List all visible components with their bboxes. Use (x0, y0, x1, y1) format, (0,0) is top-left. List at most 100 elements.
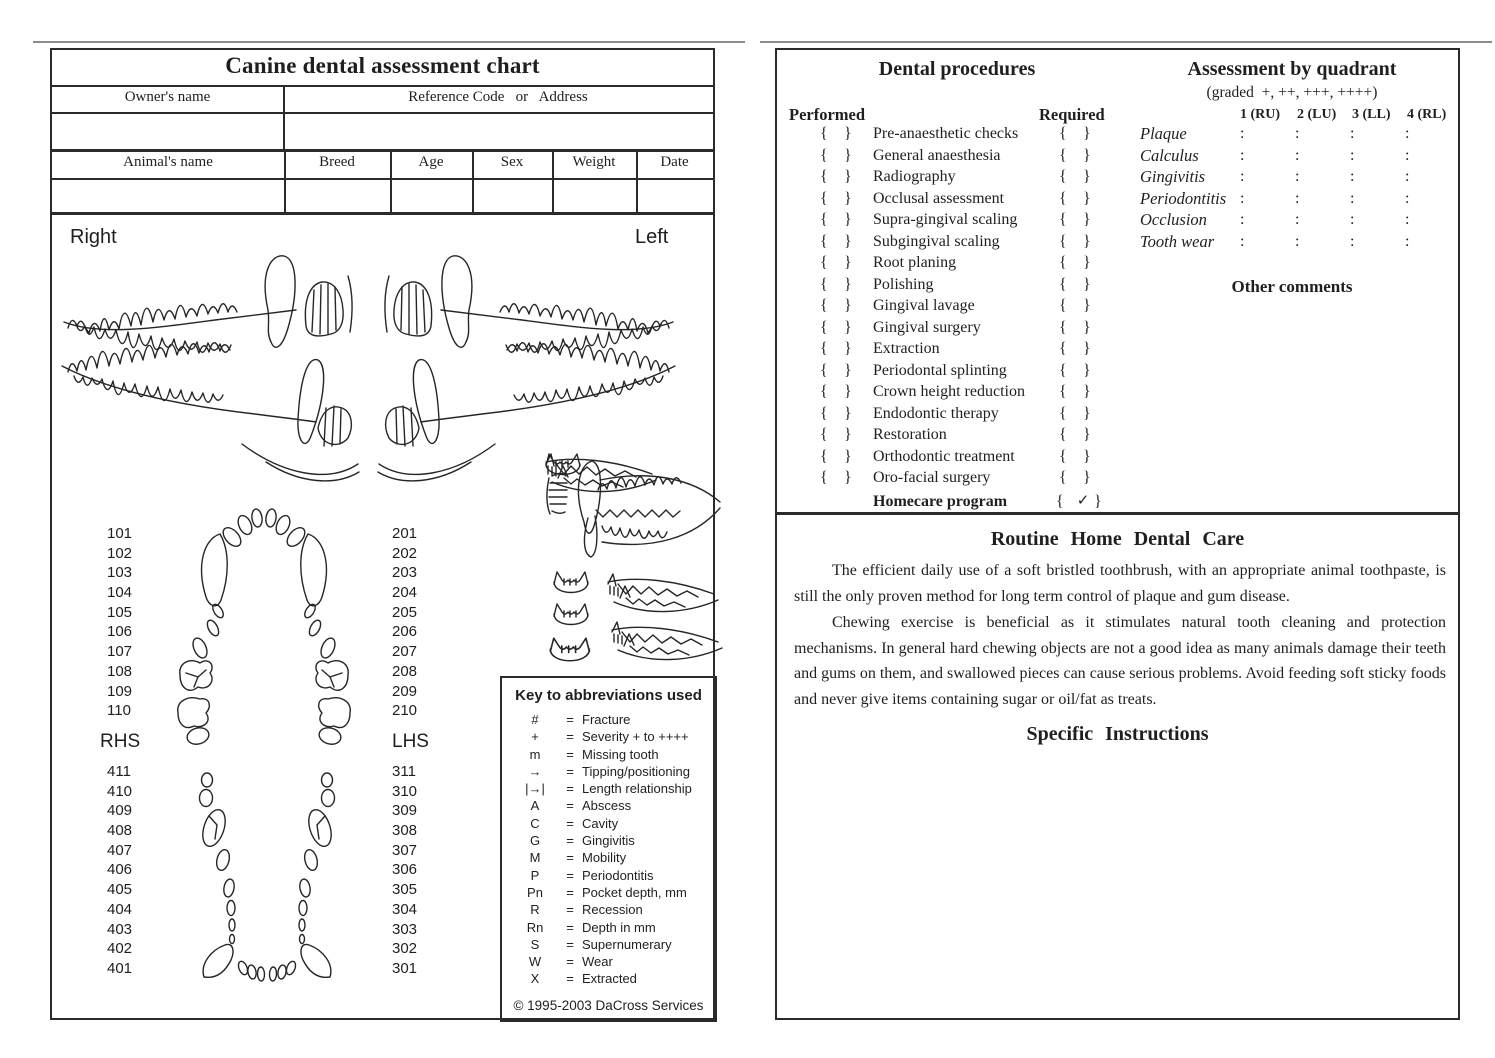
grade-cell-q3[interactable]: : (1350, 211, 1355, 228)
tooth-number: 103 (107, 564, 133, 582)
grade-cell-q1[interactable]: : (1240, 232, 1245, 250)
assessment-row: Periodontitis : : : : (1140, 188, 1460, 210)
performed-checkbox[interactable]: {} (817, 123, 870, 145)
required-checkbox[interactable]: {} (1056, 317, 1109, 339)
grade-cell-q3[interactable]: : (1350, 232, 1355, 250)
abbreviation: Pn (527, 884, 543, 900)
animal-name-label: Animal's name (123, 154, 213, 170)
owner-name-field[interactable] (52, 114, 283, 149)
equals-sign: = (566, 971, 574, 987)
weight-label: Weight (572, 154, 616, 170)
performed-checkbox[interactable]: {} (817, 424, 870, 446)
grade-cell-q4[interactable]: : (1405, 211, 1410, 228)
performed-checkbox[interactable]: {} (817, 209, 870, 231)
open-brace: { (820, 318, 828, 336)
procedure-row: {} Gingival surgery {} (817, 317, 1109, 339)
required-checkbox[interactable]: {} (1056, 467, 1109, 489)
abbreviation: # (531, 712, 539, 727)
performed-checkbox[interactable]: {} (817, 274, 870, 296)
abbreviation-meaning: Mobility (582, 850, 627, 866)
procedure-row: {} Gingival lavage {} (817, 295, 1109, 317)
abbreviation: G (529, 833, 541, 849)
open-brace: { (820, 125, 828, 142)
required-checkbox[interactable]: {} (1056, 274, 1109, 296)
key-row: S = Supernumerary (512, 936, 715, 953)
required-checkbox[interactable]: {} (1056, 252, 1109, 274)
open-brace: { (1059, 318, 1067, 336)
assessment-table: Plaque : : : : Calculus : : : : Gingivit… (1140, 123, 1460, 252)
required-checkbox[interactable]: {} (1056, 360, 1109, 382)
open-brace: { (820, 232, 828, 250)
performed-checkbox[interactable]: {} (817, 467, 870, 489)
grade-cell-q2[interactable]: : (1295, 168, 1300, 185)
other-comments-area[interactable] (1122, 302, 1447, 507)
grade-cell-q1[interactable]: : (1240, 125, 1245, 142)
performed-checkbox[interactable]: {} (817, 338, 870, 360)
performed-checkbox[interactable]: {} (817, 446, 870, 468)
upper-arch-occlusal-diagram (177, 508, 351, 748)
homecare-required-checkbox[interactable]: {✓} (1056, 491, 1110, 513)
tooth-number: 406 (107, 861, 133, 879)
quadrant-header: 3 (LL) (1352, 107, 1391, 122)
performed-checkbox[interactable]: {} (817, 317, 870, 339)
performed-checkbox[interactable]: {} (817, 381, 870, 403)
open-brace: { (820, 383, 828, 400)
tooth-number: 210 (392, 702, 418, 720)
required-checkbox[interactable]: {} (1056, 381, 1109, 403)
grade-cell-q4[interactable]: : (1405, 168, 1410, 185)
grade-cell-q3[interactable]: : (1350, 146, 1355, 164)
age-field[interactable] (392, 180, 472, 212)
animal-name-field[interactable] (52, 180, 284, 212)
breed-field[interactable] (286, 180, 390, 212)
performed-checkbox[interactable]: {} (817, 403, 870, 425)
grade-cell-q4[interactable]: : (1405, 146, 1410, 164)
performed-checkbox[interactable]: {} (817, 145, 870, 167)
performed-checkbox[interactable]: {} (817, 188, 870, 210)
performed-checkbox[interactable]: {} (817, 231, 870, 253)
performed-checkbox[interactable]: {} (817, 360, 870, 382)
performed-checkbox[interactable]: {} (817, 166, 870, 188)
sex-field[interactable] (474, 180, 552, 212)
equals-sign: = (566, 815, 574, 831)
performed-checkbox[interactable]: {} (817, 252, 870, 274)
required-checkbox[interactable]: {} (1056, 424, 1109, 446)
required-checkbox[interactable]: {} (1056, 338, 1109, 360)
grading-note: (graded +, ++, +++, ++++) (1206, 84, 1378, 101)
assessment-row-label: Plaque (1140, 124, 1187, 143)
date-field[interactable] (638, 180, 713, 212)
open-brace: { (820, 211, 828, 228)
reference-field[interactable] (285, 114, 713, 149)
grade-cell-q2[interactable]: : (1295, 189, 1300, 207)
required-checkbox[interactable]: {} (1056, 209, 1109, 231)
tooth-number: 307 (392, 841, 418, 859)
grade-cell-q4[interactable]: : (1405, 189, 1410, 207)
required-checkbox[interactable]: {} (1056, 166, 1109, 188)
required-checkbox[interactable]: {} (1056, 403, 1109, 425)
grade-cell-q1[interactable]: : (1240, 211, 1245, 228)
grade-cell-q1[interactable]: : (1240, 168, 1245, 185)
required-checkbox[interactable]: {} (1056, 145, 1109, 167)
required-checkbox[interactable]: {} (1056, 295, 1109, 317)
grade-cell-q1[interactable]: : (1240, 146, 1245, 164)
weight-field[interactable] (554, 180, 636, 212)
equals-sign: = (566, 729, 574, 745)
grade-cell-q2[interactable]: : (1295, 211, 1300, 228)
grade-cell-q3[interactable]: : (1350, 125, 1355, 142)
abbreviation-key-box: Key to abbreviations used # = Fracture +… (500, 676, 717, 1022)
grade-cell-q4[interactable]: : (1405, 232, 1410, 250)
grade-cell-q1[interactable]: : (1240, 189, 1245, 207)
abbreviation-meaning: Fracture (582, 712, 631, 727)
performed-checkbox[interactable]: {} (817, 295, 870, 317)
required-checkbox[interactable]: {} (1056, 446, 1109, 468)
specific-instructions-area[interactable] (792, 755, 1447, 1010)
required-checkbox[interactable]: {} (1056, 188, 1109, 210)
grade-cell-q2[interactable]: : (1295, 232, 1300, 250)
grade-cell-q2[interactable]: : (1295, 125, 1300, 142)
required-checkbox[interactable]: {} (1056, 123, 1109, 145)
grade-cell-q3[interactable]: : (1350, 189, 1355, 207)
grade-cell-q3[interactable]: : (1350, 168, 1355, 185)
tooth-number: 109 (107, 682, 133, 700)
required-checkbox[interactable]: {} (1056, 231, 1109, 253)
grade-cell-q4[interactable]: : (1405, 125, 1410, 142)
grade-cell-q2[interactable]: : (1295, 146, 1300, 164)
